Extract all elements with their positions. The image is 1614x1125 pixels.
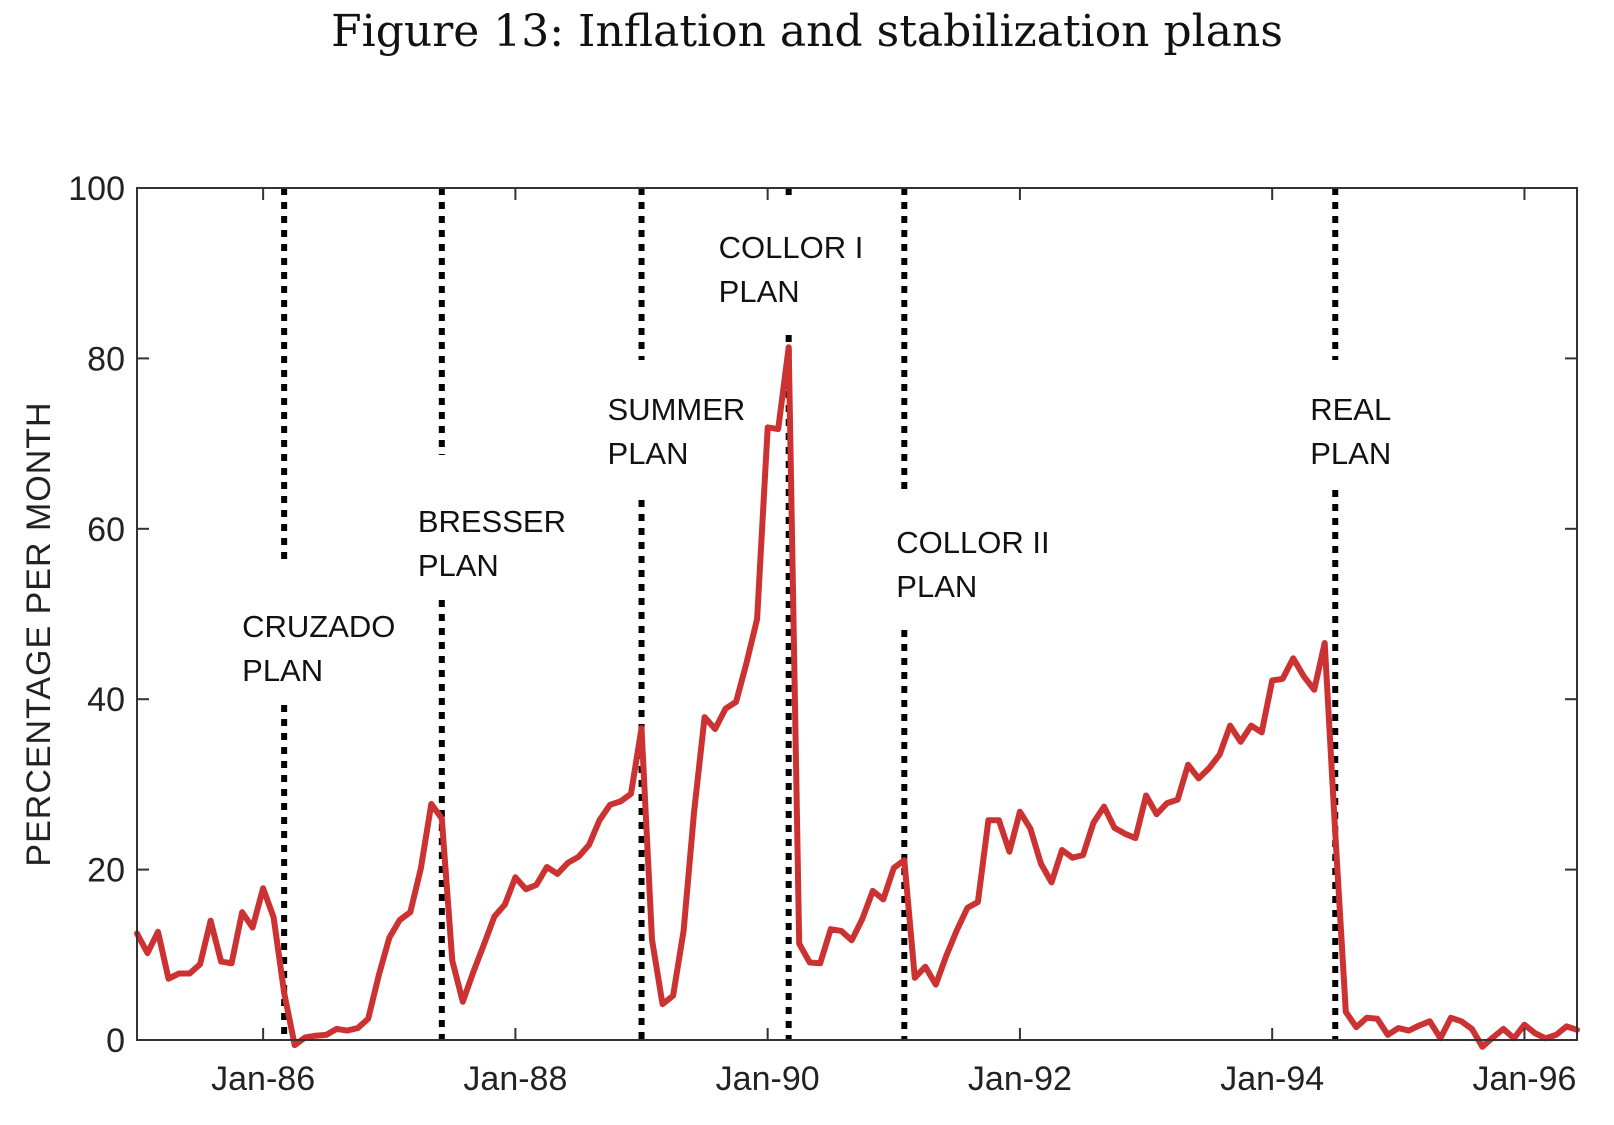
plan-label: PLAN xyxy=(418,548,499,583)
page-title: Figure 13: Inflation and stabilization p… xyxy=(331,6,1283,57)
plan-label: PLAN xyxy=(896,569,977,604)
x-tick-label: Jan-96 xyxy=(1472,1060,1576,1098)
plan-label: COLLOR I xyxy=(719,230,864,265)
plan-marker: COLLOR II PLAN xyxy=(896,188,1050,1040)
y-tick-label: 40 xyxy=(87,681,125,719)
plan-marker: CRUZADO PLAN xyxy=(242,188,395,1040)
x-tick-label: Jan-88 xyxy=(463,1060,567,1098)
plan-label: PLAN xyxy=(719,274,800,309)
inflation-series-line xyxy=(134,344,1580,1050)
plan-label: CRUZADO xyxy=(242,609,395,644)
y-tick-label: 20 xyxy=(87,852,125,890)
series-layer xyxy=(134,344,1580,1050)
y-tick-label: 60 xyxy=(87,511,125,549)
x-tick-label: Jan-94 xyxy=(1220,1060,1324,1098)
x-tick-label: Jan-90 xyxy=(716,1060,820,1098)
y-axis: 0 20 40 60 80 100 xyxy=(68,170,1577,1060)
x-axis: Jan-86 Jan-88 Jan-90 Jan-92 Jan-94 Jan-96 xyxy=(211,188,1576,1098)
plan-label: SUMMER xyxy=(608,392,746,427)
plan-marker: REAL PLAN xyxy=(1310,188,1391,1040)
plan-label: COLLOR II xyxy=(896,525,1049,560)
plan-label: PLAN xyxy=(242,653,323,688)
x-tick-label: Jan-92 xyxy=(968,1060,1072,1098)
plan-label: PLAN xyxy=(608,436,689,471)
plan-label: PLAN xyxy=(1310,436,1391,471)
plan-label: BRESSER xyxy=(418,504,566,539)
plot-frame xyxy=(136,187,1578,1041)
y-tick-label: 0 xyxy=(106,1022,125,1060)
x-tick-label: Jan-86 xyxy=(211,1060,315,1098)
y-tick-label: 100 xyxy=(68,170,125,208)
plan-label: REAL xyxy=(1310,392,1391,427)
y-tick-label: 80 xyxy=(87,340,125,378)
plan-marker: SUMMER PLAN xyxy=(608,188,746,1040)
y-axis-title: PERCENTAGE PER MONTH xyxy=(20,401,58,866)
plan-marker: BRESSER PLAN xyxy=(418,188,566,1040)
